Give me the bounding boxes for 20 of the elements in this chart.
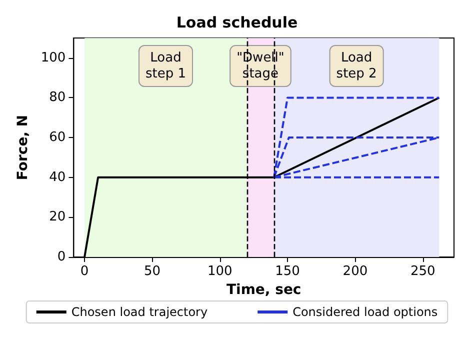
band-label: Load step 1 (145, 50, 186, 82)
chart-title: Load schedule (176, 14, 298, 32)
y-tick-label: 100 (40, 50, 66, 66)
y-tick-label: 80 (49, 90, 66, 106)
x-tick-label: 150 (275, 264, 300, 279)
y-tick-label: 40 (49, 170, 66, 185)
band-label: Load step 2 (336, 50, 377, 82)
x-axis-title: Time, sec (226, 282, 302, 298)
y-tick-label: 20 (49, 210, 66, 225)
x-tick-label: 200 (342, 264, 368, 279)
legend-label: Chosen load trajectory (71, 305, 208, 319)
y-tick-label: 60 (49, 130, 66, 146)
x-tick-label: 0 (80, 264, 89, 279)
x-tick-label: 100 (207, 264, 232, 279)
x-tick-label: 50 (144, 264, 160, 279)
x-tick-label: 250 (410, 264, 436, 279)
y-axis-title: Force, N (15, 114, 31, 180)
y-tick-label: 0 (57, 250, 66, 264)
legend-label: Considered load options (292, 305, 438, 319)
band-label: "Dwell" stage (236, 50, 284, 82)
